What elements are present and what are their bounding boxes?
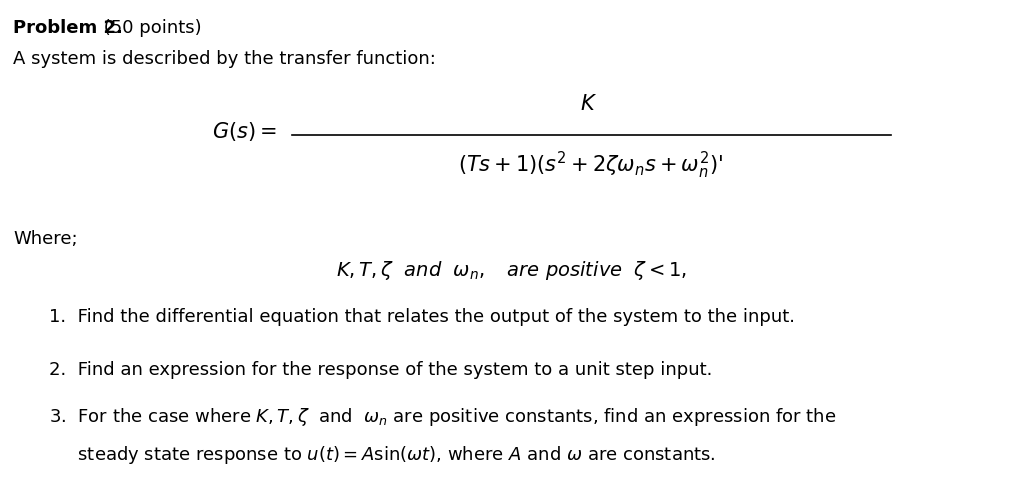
Text: $G(s) =$: $G(s) =$ <box>212 120 276 143</box>
Text: Problem 2.: Problem 2. <box>13 19 123 37</box>
Text: (50 points): (50 points) <box>98 19 202 37</box>
Text: Where;: Where; <box>13 230 78 249</box>
Text: A system is described by the transfer function:: A system is described by the transfer fu… <box>13 50 436 68</box>
Text: $K, T, \zeta$  and  $\omega_n,$   are positive  $\zeta < 1,$: $K, T, \zeta$ and $\omega_n,$ are positi… <box>337 259 687 282</box>
Text: steady state response to $u(t) = A\sin(\omega t)$, where $A$ and $\omega$ are co: steady state response to $u(t) = A\sin(\… <box>49 444 716 466</box>
Text: 2.  Find an expression for the response of the system to a unit step input.: 2. Find an expression for the response o… <box>49 361 713 379</box>
Text: $K$: $K$ <box>581 94 597 114</box>
Text: $(Ts + 1)(s^2 + 2\zeta\omega_n s + \omega_n^2)$': $(Ts + 1)(s^2 + 2\zeta\omega_n s + \omeg… <box>459 149 723 181</box>
Text: 3.  For the case where $K, T, \zeta$  and  $\omega_n$ are positive constants, fi: 3. For the case where $K, T, \zeta$ and … <box>49 406 837 428</box>
Text: 1.  Find the differential equation that relates the output of the system to the : 1. Find the differential equation that r… <box>49 308 796 326</box>
